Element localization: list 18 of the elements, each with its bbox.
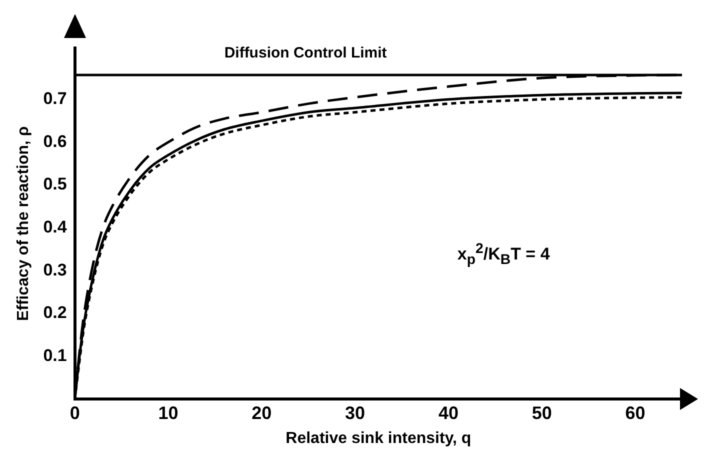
annotation: x$_{p}$$^{2}$/K$_{B}$T = 4 xyxy=(457,241,550,268)
y-axis-title: Efficacy of the reaction, ρ xyxy=(15,126,32,322)
x-tick-label: 0 xyxy=(70,402,80,423)
y-tick-label: 0.4 xyxy=(43,218,68,237)
x-tick-label: 60 xyxy=(625,402,646,423)
x-axis-title: Relative sink intensity, q xyxy=(286,430,472,447)
y-tick-label: 0.5 xyxy=(43,174,67,194)
ref-line-label: Diffusion Control Limit xyxy=(224,44,387,62)
x-tick-label: 30 xyxy=(345,402,366,423)
x-tick-label: 10 xyxy=(158,402,178,423)
x-tick-label: 20 xyxy=(252,402,272,423)
y-tick-label: 0.7 xyxy=(43,89,67,108)
y-tick-label: 0.2 xyxy=(43,303,67,322)
x-tick-label: 50 xyxy=(532,402,552,423)
x-tick-label: 40 xyxy=(438,402,458,423)
y-tick-label: 0.1 xyxy=(43,346,67,366)
y-tick-label: 0.3 xyxy=(43,260,67,280)
y-tick-label: 0.6 xyxy=(43,132,67,151)
